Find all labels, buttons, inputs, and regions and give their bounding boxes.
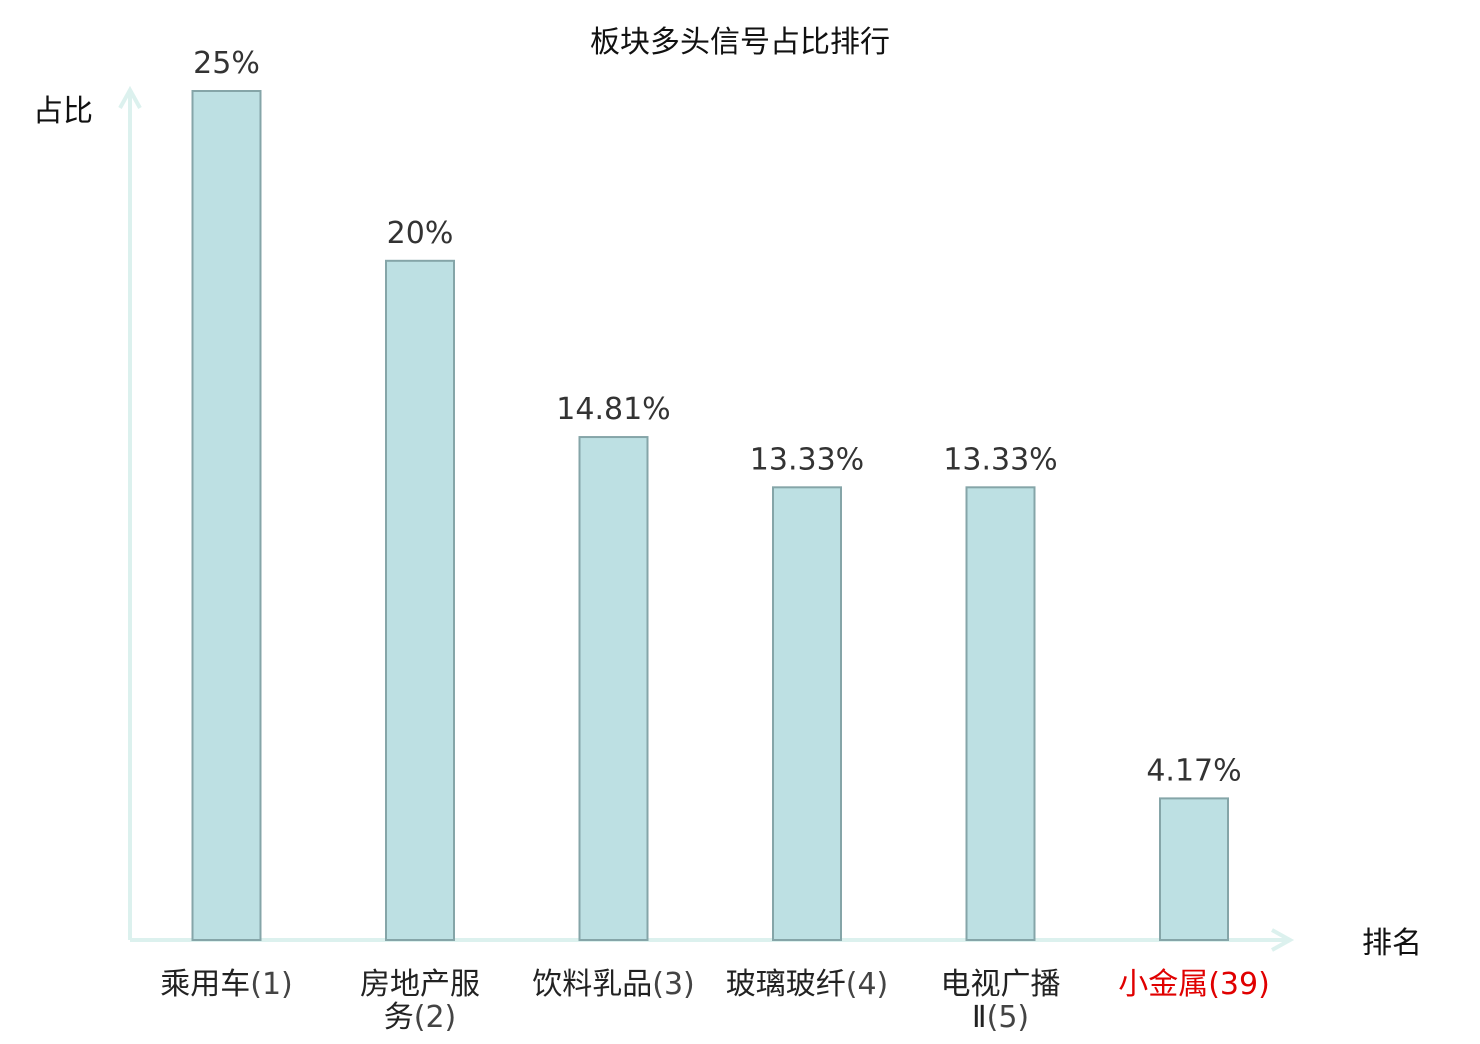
category-rank: (4) [846,967,889,1002]
category-name-line2: 务 [384,1000,414,1035]
category-label: 房地产服务(2) [360,967,480,1035]
category-name: 小金属 [1118,967,1208,1002]
y-axis-arrow [118,85,142,109]
category-name-line1: 房地产服 [360,967,480,1002]
value-label: 13.33% [943,442,1057,477]
x-axis-arrow [1271,928,1295,952]
value-label: 14.81% [556,392,670,427]
category-rank: (5) [987,1000,1030,1035]
value-label: 4.17% [1146,753,1241,788]
category-labels-group: 乘用车(1) 房地产服务(2)饮料乳品(3) 玻璃玻纤(4) 电视广播 Ⅱ(5)小金属(… [160,967,1270,1035]
bar [772,486,842,941]
category-name-line2: Ⅱ [972,1000,987,1035]
category-label: 小金属(39) [1118,967,1270,1002]
category-name-line1: 电视广播 [941,967,1061,1002]
category-rank: (2) [414,1000,457,1035]
category-label: 饮料乳品(3) [532,967,695,1002]
bar [1159,797,1229,941]
bar [965,486,1036,941]
value-label: 20% [387,216,454,251]
axes [118,85,1295,952]
value-labels-group: 25% 20% 14.81% 13.33% 13.33% 4.17% [193,46,1242,788]
category-label: 乘用车(1) [160,967,293,1002]
category-rank: (3) [652,967,695,1002]
category-rank: (39) [1208,967,1270,1002]
x-axis-label: 排名 [1362,926,1422,961]
y-axis-label: 占比 [33,94,93,129]
category-label: 玻璃玻纤(4) [726,967,889,1002]
bars-group [191,90,1229,941]
category-name: 乘用车 [160,967,250,1002]
category-name: 玻璃玻纤 [726,967,846,1002]
value-label: 25% [193,46,260,81]
chart-title: 板块多头信号占比排行 [590,25,890,60]
category-name: 饮料乳品 [532,967,652,1002]
bar [385,259,455,941]
bar [578,436,649,941]
category-label: 电视广播 Ⅱ(5) [941,967,1061,1035]
bar [191,90,262,941]
category-rank: (1) [250,967,293,1002]
value-label: 13.33% [750,442,864,477]
